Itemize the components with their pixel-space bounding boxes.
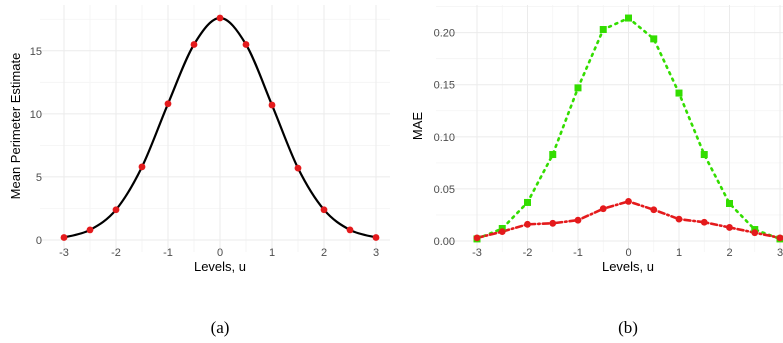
data-point [294,164,302,172]
x-tick-label: -2 [523,247,533,259]
red-circle-point [700,218,708,226]
green-square-point [599,26,607,34]
panel-a-y-ticks: 0 5 10 15 [30,46,42,247]
x-tick-label: 2 [321,247,327,259]
panel-b-mae: -3 -2 -1 0 1 2 3 0.00 0.05 0.10 0.15 0.20 Levels, … [410,5,783,337]
x-tick-label: 1 [269,247,275,259]
panel-b-grid [436,5,783,252]
data-point [216,14,224,22]
panel-a-y-axis-label: Mean Perimeter Estimate [8,53,23,200]
panel-a-caption: (a) [211,318,230,337]
y-tick-label: 0.10 [434,132,455,144]
x-tick-label: 1 [676,247,682,259]
green-square-point [549,151,557,159]
x-tick-label: -1 [573,247,583,259]
y-tick-label: 0.15 [434,80,455,92]
panel-b-y-axis-label: MAE [410,112,425,141]
x-tick-label: -3 [472,247,482,259]
y-tick-label: 0.05 [434,184,455,196]
y-tick-label: 5 [36,172,42,184]
red-circle-point [524,220,531,228]
red-circle-point [473,234,481,242]
y-tick-label: 15 [30,46,42,58]
red-circle-point [650,206,658,214]
data-point [372,234,380,241]
panel-a-grid [40,5,390,252]
data-point [164,100,172,108]
data-point [242,41,250,48]
green-square-point [700,151,708,159]
x-tick-label: -2 [111,247,121,259]
red-circle-point [625,198,632,205]
red-circle-point [751,229,759,237]
green-square-point [675,89,683,97]
panel-b-caption: (b) [618,318,638,337]
panel-a-x-ticks: -3 -2 -1 0 1 2 3 [59,247,379,259]
data-point [190,41,198,48]
red-circle-point [599,205,607,213]
red-circle-point [549,219,557,227]
green-square-point [650,35,658,43]
panel-b-x-axis-label: Levels, u [602,259,654,274]
data-point [268,101,276,109]
x-tick-label: 0 [625,247,631,259]
green-square-point [524,198,531,206]
y-tick-label: 0 [36,235,42,247]
x-tick-label: 3 [373,247,379,259]
y-tick-label: 0.20 [434,28,455,40]
x-tick-label: 3 [777,247,783,259]
x-tick-label: -3 [59,247,69,259]
panel-a-mean-perimeter: -3 -2 -1 0 1 2 3 0 5 10 15 Levels, u Mean Perimet… [8,5,390,337]
red-circle-point [776,234,783,242]
data-point [346,226,354,234]
data-point [60,234,68,241]
y-tick-label: 10 [30,109,42,121]
green-square-point [726,199,733,207]
data-point [138,163,146,171]
x-tick-label: 2 [726,247,732,259]
x-tick-label: -1 [163,247,173,259]
green-square-point [625,14,632,22]
red-circle-point [498,228,506,236]
panel-a-x-axis-label: Levels, u [194,259,246,274]
red-circle-point [675,215,683,223]
panel-b-x-ticks: -3 -2 -1 0 1 2 3 [472,247,783,259]
data-point [112,206,120,214]
panel-a-points [60,14,380,241]
green-square-point [574,84,582,92]
red-circle-point [574,216,582,224]
red-circle-point [726,224,733,231]
panel-b-y-ticks: 0.00 0.05 0.10 0.15 0.20 [434,28,455,248]
y-tick-label: 0.00 [434,236,455,248]
data-point [320,206,328,214]
x-tick-label: 0 [217,247,223,259]
data-point [86,226,94,234]
panel-b-points [473,14,783,243]
